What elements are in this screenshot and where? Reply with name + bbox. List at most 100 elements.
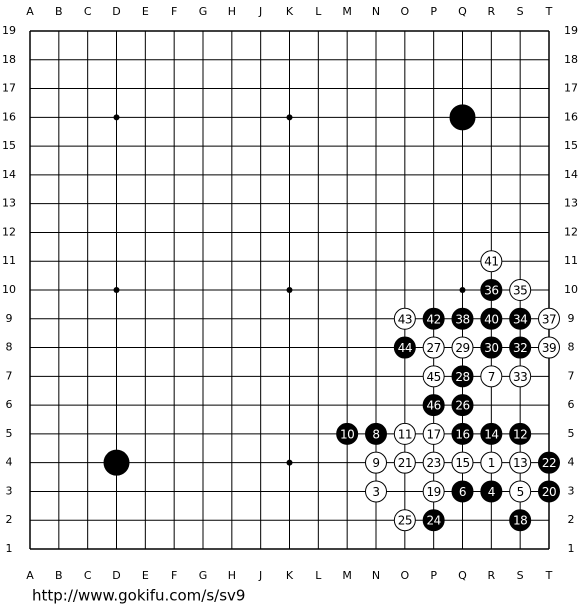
column-label: T <box>545 569 553 582</box>
column-label: Q <box>458 5 467 18</box>
move-number: 45 <box>427 370 441 384</box>
source-url: http://www.gokifu.com/s/sv9 <box>32 587 245 605</box>
black-stone <box>538 451 560 474</box>
column-label: G <box>199 5 208 18</box>
black-stone <box>480 336 503 359</box>
white-stone <box>509 365 532 388</box>
black-stone <box>422 394 445 417</box>
black-stone <box>336 422 359 445</box>
row-label: 12 <box>564 225 578 238</box>
move-number: 12 <box>513 427 527 441</box>
move-number: 15 <box>455 456 469 470</box>
row-label: 19 <box>2 24 16 37</box>
move-number: 40 <box>484 312 498 326</box>
move-number: 28 <box>455 370 469 384</box>
column-label: F <box>171 5 177 18</box>
column-label: K <box>286 5 294 18</box>
move-number: 46 <box>427 399 441 413</box>
row-label: 14 <box>2 168 16 181</box>
column-label: Q <box>458 569 467 582</box>
black-stone <box>509 336 532 359</box>
row-label: 6 <box>568 398 575 411</box>
black-stone <box>480 307 503 330</box>
black-stone <box>451 480 474 503</box>
row-label: 15 <box>564 139 578 152</box>
move-number: 21 <box>398 456 412 470</box>
column-label: O <box>400 5 409 18</box>
move-number: 8 <box>372 427 379 441</box>
black-stone <box>451 365 474 388</box>
column-label: A <box>26 5 34 18</box>
white-stone <box>393 509 416 532</box>
white-stone <box>393 451 416 474</box>
row-label: 4 <box>6 456 13 469</box>
row-label: 4 <box>568 456 575 469</box>
white-stone <box>451 451 474 474</box>
white-stone <box>509 451 532 474</box>
black-stone <box>509 509 532 532</box>
star-point <box>459 287 466 293</box>
column-label: C <box>84 569 92 582</box>
column-label: B <box>55 5 63 18</box>
row-label: 13 <box>2 197 16 210</box>
star-point <box>286 287 293 293</box>
move-number: 23 <box>427 456 441 470</box>
black-stone <box>480 422 503 445</box>
row-label: 11 <box>564 254 578 267</box>
column-label: M <box>342 5 352 18</box>
white-stone <box>480 365 503 388</box>
move-number: 29 <box>455 341 469 355</box>
white-stone <box>422 480 445 503</box>
move-number: 34 <box>513 312 527 326</box>
move-number: 42 <box>427 312 441 326</box>
move-number: 41 <box>484 255 498 269</box>
column-label: A <box>26 569 34 582</box>
move-number: 1 <box>488 456 495 470</box>
black-stone <box>393 336 416 359</box>
column-label: R <box>488 569 496 582</box>
column-label: L <box>315 5 322 18</box>
black-stone <box>365 422 387 445</box>
column-label: G <box>199 569 208 582</box>
move-number: 32 <box>513 341 527 355</box>
white-stone <box>393 307 416 330</box>
row-label: 12 <box>2 225 16 238</box>
column-label: J <box>258 569 262 582</box>
move-number: 16 <box>455 427 469 441</box>
move-number: 19 <box>427 485 441 499</box>
row-label: 9 <box>568 312 575 325</box>
white-stone <box>422 451 445 474</box>
white-stone <box>480 250 503 273</box>
move-number: 30 <box>484 341 498 355</box>
row-label: 8 <box>568 341 575 354</box>
move-number: 22 <box>542 456 556 470</box>
move-number: 14 <box>484 427 498 441</box>
white-stone <box>422 422 445 445</box>
column-label: M <box>342 569 352 582</box>
row-label: 5 <box>568 427 575 440</box>
row-label: 2 <box>568 513 575 526</box>
row-label: 3 <box>6 484 13 497</box>
move-number: 5 <box>517 485 524 499</box>
black-stone <box>480 480 503 503</box>
column-label: S <box>517 569 524 582</box>
row-label: 10 <box>564 283 578 296</box>
white-stone <box>509 279 532 301</box>
column-label: P <box>430 569 437 582</box>
black-stone <box>509 422 532 445</box>
move-number: 7 <box>488 370 495 384</box>
star-point <box>113 114 120 121</box>
black-stone <box>451 394 474 417</box>
row-label: 1 <box>6 542 13 555</box>
column-label: J <box>258 5 262 18</box>
move-number: 10 <box>340 427 354 441</box>
row-label: 18 <box>2 53 16 66</box>
black-stone <box>480 279 503 301</box>
move-number: 37 <box>542 312 556 326</box>
white-stone <box>393 422 416 445</box>
column-label: N <box>372 5 380 18</box>
white-stone <box>451 336 474 359</box>
white-stone <box>538 336 560 359</box>
column-label: L <box>315 569 322 582</box>
column-label: B <box>55 569 63 582</box>
